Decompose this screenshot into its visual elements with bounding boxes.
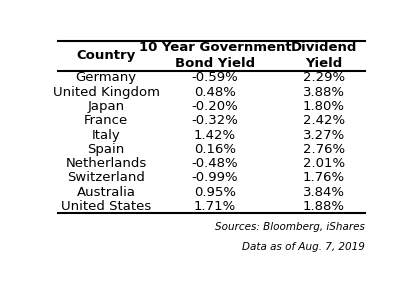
Text: 1.88%: 1.88% xyxy=(303,200,345,213)
Text: 1.76%: 1.76% xyxy=(303,171,345,184)
Text: 1.42%: 1.42% xyxy=(194,128,236,141)
Text: 3.27%: 3.27% xyxy=(303,128,345,141)
Text: Data as of Aug. 7, 2019: Data as of Aug. 7, 2019 xyxy=(242,242,366,252)
Text: 10 Year Government
Bond Yield: 10 Year Government Bond Yield xyxy=(138,41,291,70)
Text: Country: Country xyxy=(76,49,135,62)
Text: 0.16%: 0.16% xyxy=(194,143,236,156)
Text: United States: United States xyxy=(61,200,151,213)
Text: Spain: Spain xyxy=(88,143,125,156)
Text: Germany: Germany xyxy=(76,72,137,85)
Text: 0.95%: 0.95% xyxy=(194,185,236,199)
Text: -0.20%: -0.20% xyxy=(192,100,238,113)
Text: 3.88%: 3.88% xyxy=(303,86,345,99)
Text: Australia: Australia xyxy=(76,185,135,199)
Text: -0.32%: -0.32% xyxy=(192,114,238,127)
Text: 0.48%: 0.48% xyxy=(194,86,236,99)
Text: France: France xyxy=(84,114,128,127)
Text: 1.80%: 1.80% xyxy=(303,100,345,113)
Text: Japan: Japan xyxy=(88,100,125,113)
Text: Netherlands: Netherlands xyxy=(65,157,147,170)
Text: Sources: Bloomberg, iShares: Sources: Bloomberg, iShares xyxy=(216,222,366,232)
Text: 3.84%: 3.84% xyxy=(303,185,345,199)
Text: 2.76%: 2.76% xyxy=(303,143,345,156)
Text: United Kingdom: United Kingdom xyxy=(52,86,159,99)
Text: Dividend
Yield: Dividend Yield xyxy=(290,41,357,70)
Text: -0.59%: -0.59% xyxy=(192,72,238,85)
Text: -0.48%: -0.48% xyxy=(192,157,238,170)
Text: 2.42%: 2.42% xyxy=(303,114,345,127)
Text: Switzerland: Switzerland xyxy=(67,171,145,184)
Text: -0.99%: -0.99% xyxy=(192,171,238,184)
Text: 2.29%: 2.29% xyxy=(303,72,345,85)
Text: Italy: Italy xyxy=(92,128,121,141)
Text: 2.01%: 2.01% xyxy=(303,157,345,170)
Text: 1.71%: 1.71% xyxy=(194,200,236,213)
